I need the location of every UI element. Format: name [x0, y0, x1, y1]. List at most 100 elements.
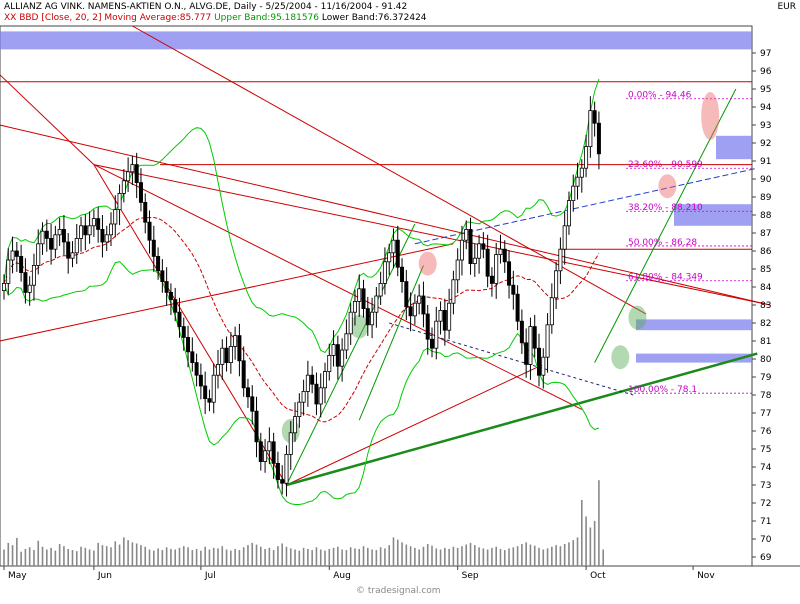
candle-body [207, 398, 212, 403]
candle-body [23, 272, 28, 293]
y-tick-label: 94 [760, 103, 772, 113]
candle-body [507, 261, 512, 286]
candle-body [519, 320, 524, 344]
candle-body [558, 248, 563, 272]
candle-body [455, 259, 460, 281]
y-tick-label: 83 [760, 301, 771, 311]
candle-body [515, 293, 520, 322]
candle-body [293, 416, 298, 434]
x-tick-label: Sep [462, 571, 479, 581]
candle-body [288, 432, 293, 455]
candle-body [387, 252, 392, 263]
candle-body [211, 374, 216, 403]
y-tick-label: 74 [760, 463, 772, 473]
candle-body [121, 180, 126, 194]
candle-body [53, 234, 58, 250]
candle-body [322, 371, 327, 389]
candle-body [258, 441, 263, 462]
candle-body [186, 336, 191, 353]
x-tick-label: Nov [697, 571, 715, 581]
y-tick-label: 77 [760, 409, 771, 419]
dashed-trendline [389, 322, 634, 396]
candle-body [331, 344, 336, 356]
candle-body [477, 243, 482, 259]
candle-body [592, 110, 597, 124]
candle-body [254, 410, 259, 443]
trendline [93, 164, 287, 486]
candle-body [442, 309, 447, 331]
candle-body [370, 311, 375, 326]
candle-body [554, 270, 559, 299]
highlight-marker [658, 174, 677, 199]
candle-body [267, 441, 272, 452]
y-tick-label: 84 [760, 283, 772, 293]
candle-body [327, 354, 332, 372]
channel-line [286, 223, 416, 486]
candle-body [318, 387, 323, 405]
candle-body [297, 401, 302, 418]
channel-line [594, 88, 737, 363]
lower-band-label: Lower Band:76.372424 [321, 13, 427, 23]
candle-body [181, 326, 186, 338]
candle-body [566, 200, 571, 227]
candle-body [374, 295, 379, 313]
highlight-marker [350, 314, 369, 339]
candle-body [19, 255, 24, 273]
candle-body [83, 225, 88, 236]
candle-body [468, 228, 473, 264]
y-tick-label: 73 [760, 481, 771, 491]
candle-body [404, 281, 409, 308]
candle-body [400, 266, 405, 283]
y-tick-label: 69 [760, 553, 772, 563]
fib-label: 38.20% - 88.210 [628, 203, 703, 213]
y-tick-label: 82 [760, 319, 771, 329]
candle-body [434, 320, 439, 349]
support-line [286, 352, 758, 487]
candle-body [596, 122, 601, 155]
upper-band-line [3, 78, 600, 354]
candle-body [198, 374, 203, 387]
trendline [93, 164, 771, 306]
candle-body [511, 284, 516, 295]
candle-body [190, 351, 195, 363]
candle-body [271, 441, 276, 464]
y-tick-label: 81 [760, 337, 771, 347]
candle-body [44, 230, 49, 239]
price-zone [636, 353, 752, 363]
candle-body [31, 264, 36, 286]
candle-body [14, 250, 19, 257]
highlight-marker [611, 345, 630, 370]
candle-body [340, 349, 345, 367]
candle-body [280, 479, 285, 484]
candle-body [417, 295, 422, 304]
y-tick-label: 89 [760, 193, 772, 203]
candle-body [66, 241, 71, 259]
candle-body [27, 284, 32, 293]
candle-body [151, 239, 156, 257]
trendline [0, 74, 95, 165]
candle-body [177, 311, 182, 328]
candle-body [250, 396, 255, 412]
fib-label: 23.60% - 90.599 [628, 160, 703, 170]
candle-body [391, 239, 396, 254]
candle-body [357, 288, 362, 302]
price-zone [674, 204, 752, 226]
candle-body [314, 383, 319, 405]
candle-body [382, 261, 387, 284]
fib-label: 100.00% - 78.1 [628, 385, 697, 395]
candle-body [173, 299, 178, 313]
candle-body [335, 344, 340, 367]
y-tick-label: 88 [760, 211, 772, 221]
y-tick-label: 78 [760, 391, 772, 401]
chart-title: ALLIANZ AG VINK. NAMENS-AKTIEN O.N., ALV… [4, 2, 408, 12]
highlight-marker [701, 92, 720, 140]
candle-body [451, 279, 456, 304]
candle-body [130, 164, 135, 173]
y-tick-label: 80 [760, 355, 772, 365]
indicator-legend: XX BBD [Close, 20, 2] Moving Average:85.… [4, 13, 427, 24]
candle-body [224, 347, 229, 364]
y-tick-label: 75 [760, 445, 771, 455]
trendline [0, 243, 454, 342]
lower-band-line [3, 261, 600, 505]
candle-body [301, 390, 306, 403]
